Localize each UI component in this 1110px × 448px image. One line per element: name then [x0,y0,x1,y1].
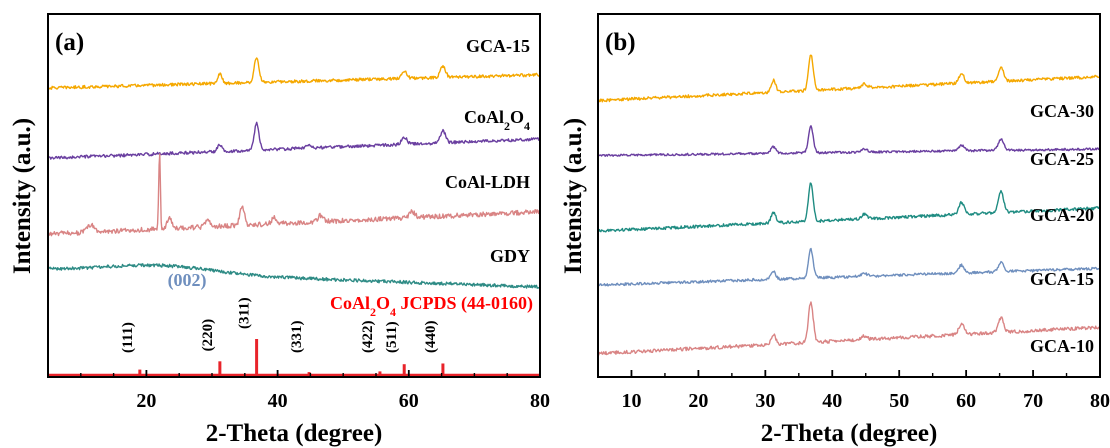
series-label-coal-o: CoAl2O4 [464,107,530,133]
panel-b-series-labels: GCA-30 GCA-25 GCA-20 GCA-15 GCA-10 [1030,101,1094,356]
panel-b-x-tick-label: 30 [755,390,775,412]
series-line-coal-ldh [47,153,541,237]
series-line-gca-30 [597,54,1101,103]
series-label-coal-ldh: CoAl-LDH [445,172,530,192]
series-label-gca-15: GCA-15 [1030,269,1094,289]
panel-b-x-tick-label: 10 [621,390,641,412]
panel-b-series [597,54,1101,356]
jcpds-hkl-label: (440) [423,321,439,354]
panel-b-x-tick-label: 80 [1090,390,1110,412]
panel-b-x-ticks: 10 20 30 40 50 60 70 80 [597,370,1110,412]
panel-a: 20 40 60 80 (a) 2-Theta (degree) Intensity … [9,13,550,447]
panel-b-y-axis-label: Intensity (a.u.) [560,118,587,274]
series-line-gca-25 [597,125,1101,157]
series-label-jcpds: CoAl2O4 JCPDS (44-0160) [330,293,533,319]
series-label-gca-25: GCA-25 [1030,149,1094,169]
jcpds-hkl-label: (511) [384,321,400,353]
panel-a-frame [47,13,541,378]
panel-a-x-tick-label: 40 [268,390,288,412]
panel-a-y-axis-label: Intensity (a.u.) [9,118,36,274]
series-label-gca-20: GCA-20 [1030,205,1094,225]
panel-a-x-tick-label: 80 [530,390,550,412]
jcpds-hkl-label: (311) [237,297,253,329]
series-line-gca-10 [597,301,1101,356]
panel-a-x-axis-label: 2-Theta (degree) [206,420,383,447]
panel-b-label: (b) [605,29,636,56]
series-line-gdy [47,263,541,289]
series-line-coal-o [47,121,541,160]
series-label-gca-15: GCA-15 [466,36,530,56]
series-line-gca-20 [597,182,1101,233]
series-label-gdy: GDY [490,246,530,266]
panel-a-x-ticks: 20 40 60 80 [47,370,550,412]
panel-b-x-axis-label: 2-Theta (degree) [761,420,938,447]
panel-b: 10 20 30 40 50 60 70 80 (b) 2-Theta (degree) In… [560,13,1110,447]
panel-b-x-tick-label: 20 [688,390,708,412]
panel-b-frame [597,13,1101,378]
annotation-002-label: (002) [168,270,207,291]
jcpds-hkl-label: (422) [360,321,376,354]
panel-a-series-labels: GCA-15 CoAl2O4 CoAl-LDH GDY (111) (220) (311) (… [120,36,533,353]
jcpds-hkl-label: (331) [289,321,305,354]
panel-a-x-tick-label: 60 [399,390,419,412]
panel-a-series [47,57,541,377]
panel-a-x-tick-label: 20 [136,390,156,412]
panel-b-x-tick-label: 50 [889,390,909,412]
jcpds-hkl-label: (111) [120,322,136,353]
series-label-gca-30: GCA-30 [1030,101,1094,121]
series-line-gca-15 [597,247,1101,287]
panel-b-x-tick-label: 40 [822,390,842,412]
jcpds-hkl-label: (220) [200,319,216,352]
series-label-gca-10: GCA-10 [1030,336,1094,356]
panel-a-label: (a) [55,29,84,56]
panel-b-x-tick-label: 70 [1023,390,1043,412]
series-line-gca-15 [47,57,541,90]
panel-b-x-tick-label: 60 [956,390,976,412]
